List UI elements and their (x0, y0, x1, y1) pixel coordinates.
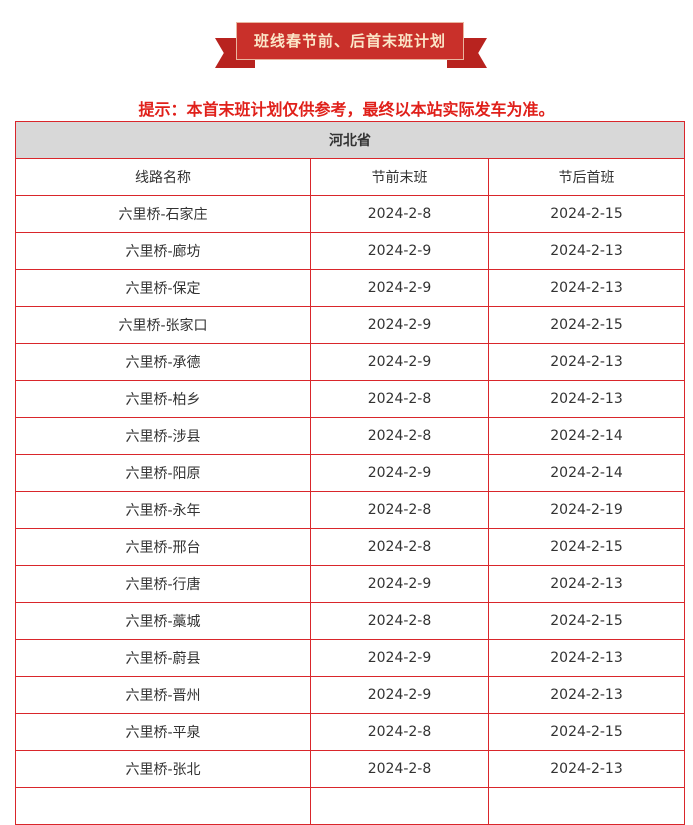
last-bus-before: 2024-2-8 (310, 713, 489, 751)
first-bus-after: 2024-2-13 (487, 676, 686, 714)
last-bus-before: 2024-2-8 (310, 491, 489, 529)
last-bus-before: 2024-2-8 (310, 195, 489, 233)
first-bus-after: 2024-2-15 (487, 306, 686, 344)
first-bus-after: 2024-2-14 (487, 417, 686, 455)
last-bus-before: 2024-2-8 (310, 750, 489, 788)
route-name: 六里桥-行唐 (15, 565, 311, 603)
last-bus-before: 2024-2-9 (310, 232, 489, 270)
last-bus-before: 2024-2-9 (310, 565, 489, 603)
table-row: 六里桥-张北 2024-2-8 2024-2-13 (15, 750, 686, 788)
first-bus-after: 2024-2-13 (487, 750, 686, 788)
table-row: 六里桥-涉县 2024-2-8 2024-2-14 (15, 417, 686, 455)
table-row: 六里桥-藁城 2024-2-8 2024-2-15 (15, 602, 686, 640)
route-name: 六里桥-阳原 (15, 454, 311, 492)
column-header-first-after: 节后首班 (487, 158, 686, 196)
last-bus-before: 2024-2-9 (310, 676, 489, 714)
route-name: 六里桥-涉县 (15, 417, 311, 455)
column-header-last-before: 节前末班 (310, 158, 489, 196)
table-row: 六里桥-廊坊 2024-2-9 2024-2-13 (15, 232, 686, 270)
table-row: 六里桥-石家庄 2024-2-8 2024-2-15 (15, 195, 686, 233)
first-bus-after: 2024-2-15 (487, 195, 686, 233)
first-bus-after: 2024-2-13 (487, 380, 686, 418)
last-bus-before: 2024-2-9 (310, 269, 489, 307)
last-bus-before: 2024-2-8 (310, 380, 489, 418)
route-name: 六里桥-邢台 (15, 528, 311, 566)
schedule-table: 河北省 线路名称 节前末班 节后首班 六里桥-石家庄 2024-2-8 2024-2… (14, 121, 686, 825)
route-name: 六里桥-平泉 (15, 713, 311, 751)
column-header-route: 线路名称 (15, 158, 311, 196)
province-header: 河北省 (14, 121, 686, 159)
empty-cell (487, 787, 686, 825)
last-bus-before: 2024-2-9 (310, 306, 489, 344)
first-bus-after: 2024-2-13 (487, 639, 686, 677)
title-banner: 班线春节前、后首末班计划 (215, 20, 487, 70)
route-name: 六里桥-张家口 (15, 306, 311, 344)
last-bus-before: 2024-2-9 (310, 454, 489, 492)
last-bus-before: 2024-2-8 (310, 417, 489, 455)
last-bus-before: 2024-2-9 (310, 639, 489, 677)
route-name: 六里桥-藁城 (15, 602, 311, 640)
notice-text: 提示：本首末班计划仅供参考，最终以本站实际发车为准。 (138, 100, 555, 119)
first-bus-after: 2024-2-13 (487, 269, 686, 307)
first-bus-after: 2024-2-15 (487, 713, 686, 751)
last-bus-before: 2024-2-8 (310, 528, 489, 566)
first-bus-after: 2024-2-15 (487, 528, 686, 566)
table-row: 六里桥-柏乡 2024-2-8 2024-2-13 (15, 380, 686, 418)
last-bus-before: 2024-2-9 (310, 343, 489, 381)
table-row: 六里桥-蔚县 2024-2-9 2024-2-13 (15, 639, 686, 677)
first-bus-after: 2024-2-14 (487, 454, 686, 492)
banner-title: 班线春节前、后首末班计划 (236, 22, 464, 60)
table-row: 六里桥-平泉 2024-2-8 2024-2-15 (15, 713, 686, 751)
route-name: 六里桥-承德 (15, 343, 311, 381)
table-row: 六里桥-承德 2024-2-9 2024-2-13 (15, 343, 686, 381)
first-bus-after: 2024-2-13 (487, 343, 686, 381)
table-row: 六里桥-张家口 2024-2-9 2024-2-15 (15, 306, 686, 344)
first-bus-after: 2024-2-19 (487, 491, 686, 529)
route-name: 六里桥-永年 (15, 491, 311, 529)
table-row: 六里桥-邢台 2024-2-8 2024-2-15 (15, 528, 686, 566)
table-row: 六里桥-永年 2024-2-8 2024-2-19 (15, 491, 686, 529)
route-name: 六里桥-石家庄 (15, 195, 311, 233)
route-name: 六里桥-柏乡 (15, 380, 311, 418)
first-bus-after: 2024-2-13 (487, 565, 686, 603)
route-name: 六里桥-蔚县 (15, 639, 311, 677)
empty-cell (310, 787, 489, 825)
route-name: 六里桥-廊坊 (15, 232, 311, 270)
route-name: 六里桥-保定 (15, 269, 311, 307)
table-row: 六里桥-晋州 2024-2-9 2024-2-13 (15, 676, 686, 714)
table-row (15, 787, 686, 825)
table-row: 六里桥-行唐 2024-2-9 2024-2-13 (15, 565, 686, 603)
first-bus-after: 2024-2-13 (487, 232, 686, 270)
last-bus-before: 2024-2-8 (310, 602, 489, 640)
table-row: 六里桥-阳原 2024-2-9 2024-2-14 (15, 454, 686, 492)
route-name: 六里桥-晋州 (15, 676, 311, 714)
route-name: 六里桥-张北 (15, 750, 311, 788)
table-row: 六里桥-保定 2024-2-9 2024-2-13 (15, 269, 686, 307)
empty-cell (15, 787, 311, 825)
first-bus-after: 2024-2-15 (487, 602, 686, 640)
